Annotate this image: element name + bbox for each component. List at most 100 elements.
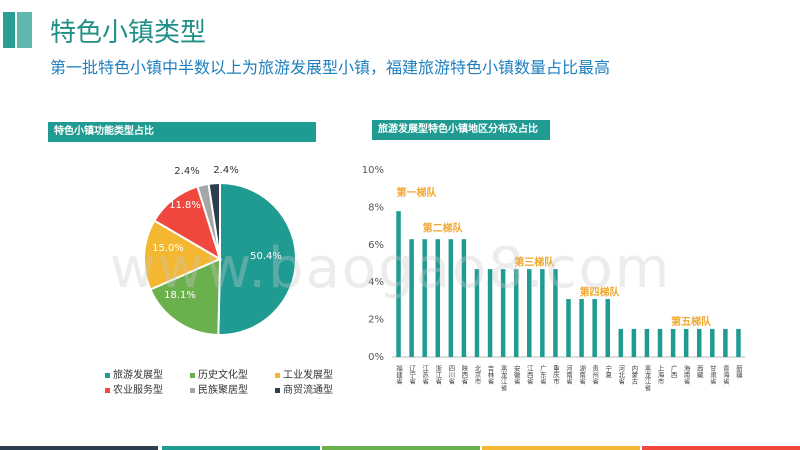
x-tick-label: 甘肃省 [708, 364, 716, 386]
y-tick-label: 4% [368, 277, 384, 288]
x-tick-label: 吉林省 [486, 365, 494, 386]
page-title: 特色小镇类型 [50, 18, 207, 48]
pie-data-label: 11.8% [169, 200, 201, 211]
bar [409, 239, 414, 357]
x-tick-label: 北京市 [473, 365, 481, 386]
title-accent-bar-light [17, 12, 32, 48]
bar [710, 328, 715, 357]
legend-label: 民族聚居型 [198, 385, 248, 396]
pie-data-label: 18.1% [164, 290, 196, 301]
x-tick-label: 福建省 [395, 364, 403, 386]
pie-data-label: 2.4% [174, 166, 199, 177]
x-tick-label: 江苏省 [421, 365, 429, 386]
pie-chart-title: 特色小镇功能类型占比 [48, 122, 316, 142]
pie-slice [217, 181, 297, 336]
bar [696, 328, 702, 357]
y-tick-label: 8% [368, 202, 384, 213]
tier-annotation: 第一梯队 [397, 186, 438, 199]
tier-annotation: 第五梯队 [671, 315, 712, 328]
legend-swatch [190, 387, 195, 393]
bar [579, 299, 584, 357]
bar [487, 269, 493, 357]
legend-label: 工业发展型 [283, 370, 333, 381]
bar [396, 211, 401, 357]
bar [448, 239, 454, 357]
x-tick-label: 西藏 [695, 365, 703, 380]
legend-swatch [105, 387, 110, 393]
bottom-strip-segment [482, 446, 640, 450]
bar [644, 328, 650, 357]
legend-item: 历史文化型 [190, 366, 248, 381]
bar [513, 269, 519, 357]
pie-slice [207, 181, 221, 260]
legend-item: 民族聚居型 [190, 381, 248, 396]
page-subtitle: 第一批特色小镇中半数以上为旅游发展型小镇，福建旅游特色小镇数量占比最高 [50, 58, 611, 77]
pie-data-label: 2.4% [213, 165, 238, 176]
bar [474, 269, 480, 357]
bottom-strip-segment [0, 446, 158, 450]
bar [553, 269, 558, 357]
x-tick-label: 安徽省 [512, 364, 520, 386]
pie-data-label: 15.0% [152, 243, 184, 254]
bar [631, 328, 637, 357]
x-tick-label: 内蒙古 [630, 364, 638, 386]
legend-item: 旅游发展型 [105, 366, 163, 381]
watermark: www.baogao8.com [110, 236, 672, 301]
legend-label: 旅游发展型 [113, 370, 163, 381]
bottom-strip-segment [642, 446, 800, 450]
pie-data-label: 50.4% [250, 251, 282, 262]
pie-slice [149, 257, 222, 337]
legend-item: 工业发展型 [275, 366, 333, 381]
x-tick-label: 广东省 [538, 364, 546, 386]
x-tick-label: 陕西省 [460, 364, 468, 386]
x-tick-label: 四川省 [447, 365, 455, 386]
y-tick-label: 6% [368, 240, 384, 251]
bar [683, 328, 689, 357]
legend-label: 历史文化型 [198, 370, 248, 381]
x-tick-label: 黑龙江省 [643, 365, 651, 393]
x-tick-label: 贵州省 [591, 364, 599, 386]
x-tick-label: 青海省 [721, 364, 729, 386]
title-accent-bar [3, 12, 15, 48]
bar [618, 328, 624, 357]
bar [723, 328, 728, 357]
bar [527, 269, 532, 357]
bar [422, 239, 427, 357]
x-tick-label: 黑龙江省 [499, 365, 507, 393]
x-tick-label: 海南省 [682, 364, 690, 386]
x-tick-label: 宁夏 [604, 364, 612, 379]
x-tick-label: 上海市 [656, 364, 664, 386]
bar [736, 328, 741, 357]
pie-slice [143, 219, 223, 291]
legend-label: 商贸流通型 [283, 385, 333, 396]
pie-slice [196, 182, 221, 260]
y-tick-label: 2% [368, 315, 384, 326]
pie-slice [153, 185, 222, 262]
x-tick-label: 重庆市 [551, 365, 559, 386]
legend-swatch [105, 372, 110, 378]
x-tick-label: 辽宁省 [408, 365, 416, 386]
x-tick-label: 新疆 [734, 364, 742, 380]
bar-chart-title: 旅游发展型特色小镇地区分布及占比 [372, 120, 550, 140]
x-tick-label: 浙江省 [434, 364, 442, 386]
bottom-strip-segment [162, 446, 320, 450]
y-tick-label: 10% [362, 165, 384, 176]
bar [670, 328, 676, 357]
bar [592, 299, 597, 357]
tier-annotation: 第四梯队 [580, 285, 621, 298]
legend-swatch [275, 372, 280, 378]
bottom-strip-segment [322, 446, 480, 450]
y-tick-label: 0% [368, 352, 384, 363]
bar [461, 239, 467, 357]
bar [566, 299, 571, 357]
x-tick-label: 江西省 [525, 365, 533, 386]
tier-annotation: 第三梯队 [514, 255, 555, 268]
legend-item: 商贸流通型 [275, 381, 333, 396]
x-tick-label: 广西 [669, 364, 677, 380]
legend-label: 农业服务型 [113, 385, 163, 396]
bar [540, 269, 545, 357]
bar [657, 328, 663, 357]
tier-annotation: 第二梯队 [423, 222, 464, 235]
x-tick-label: 河南省 [565, 365, 573, 386]
bar [605, 299, 610, 357]
